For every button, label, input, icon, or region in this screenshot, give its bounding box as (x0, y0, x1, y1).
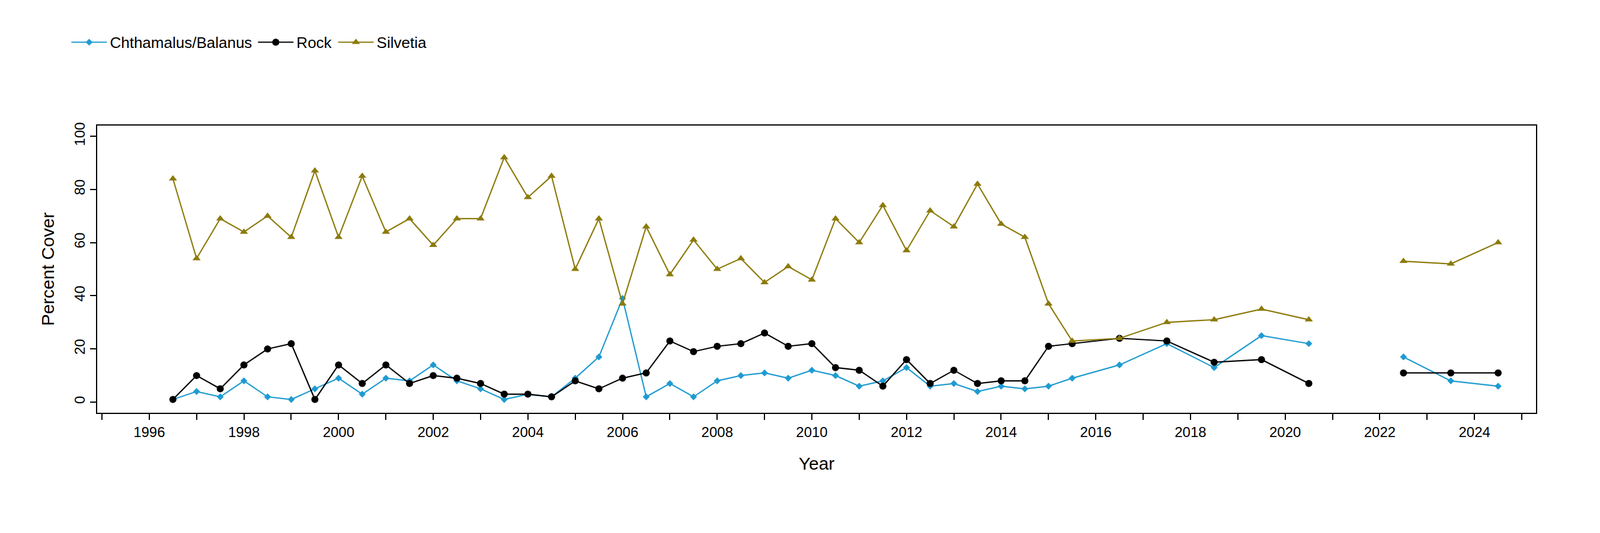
svg-text:20: 20 (71, 338, 88, 355)
svg-text:2024: 2024 (1458, 424, 1490, 441)
svg-text:2014: 2014 (985, 424, 1017, 441)
svg-text:80: 80 (71, 179, 88, 196)
svg-text:Chthamalus/Balanus: Chthamalus/Balanus (109, 33, 252, 52)
svg-text:Percent Cover: Percent Cover (37, 212, 58, 327)
svg-text:2020: 2020 (1269, 424, 1301, 441)
svg-text:2006: 2006 (606, 424, 639, 441)
svg-text:2022: 2022 (1364, 424, 1396, 441)
svg-text:0: 0 (71, 396, 88, 405)
svg-text:2012: 2012 (890, 424, 923, 441)
svg-text:100: 100 (71, 122, 88, 146)
svg-text:2002: 2002 (417, 424, 449, 441)
svg-text:60: 60 (71, 232, 88, 249)
svg-text:40: 40 (71, 285, 88, 302)
svg-text:2000: 2000 (322, 424, 355, 441)
svg-text:1996: 1996 (133, 424, 165, 441)
svg-text:2008: 2008 (701, 424, 734, 441)
svg-text:2004: 2004 (512, 424, 544, 441)
svg-text:1998: 1998 (228, 424, 260, 441)
svg-text:2010: 2010 (795, 424, 828, 441)
svg-text:2016: 2016 (1080, 424, 1112, 441)
svg-text:Year: Year (798, 453, 835, 474)
svg-text:Silvetia: Silvetia (376, 33, 427, 52)
svg-text:Rock: Rock (296, 33, 332, 52)
svg-text:2018: 2018 (1174, 424, 1206, 441)
